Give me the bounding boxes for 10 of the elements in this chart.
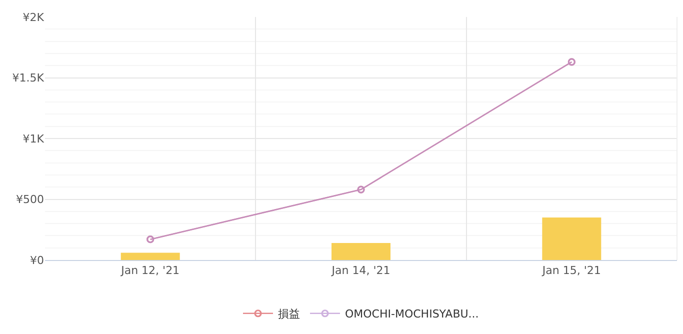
legend-label: 損益 bbox=[278, 308, 300, 321]
legend-label: OMOCHI-MOCHISYABU... bbox=[345, 308, 479, 321]
y-tick-label: ¥0 bbox=[30, 254, 44, 267]
y-tick-label: ¥1K bbox=[22, 132, 45, 146]
x-tick-label: Jan 15, '21 bbox=[541, 264, 601, 278]
y-tick-label: ¥2K bbox=[22, 10, 45, 24]
y-tick-label: ¥500 bbox=[16, 193, 44, 206]
x-tick-label: Jan 12, '21 bbox=[120, 264, 180, 278]
x-tick-label: Jan 14, '21 bbox=[330, 264, 390, 278]
y-tick-label: ¥1.5K bbox=[12, 72, 45, 85]
